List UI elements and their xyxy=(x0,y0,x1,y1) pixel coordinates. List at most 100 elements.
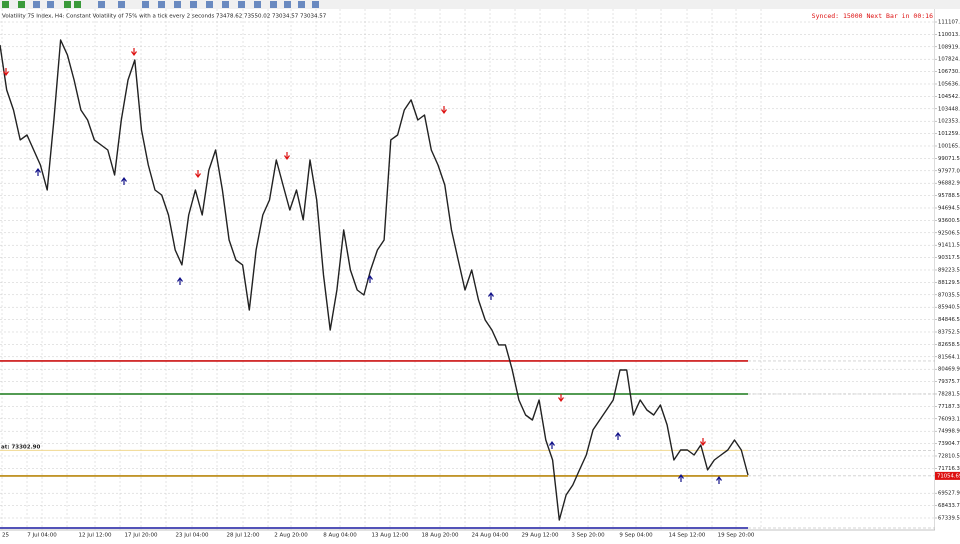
y-tick-label: 92506.50 xyxy=(938,230,960,236)
y-tick-label: 87035.50 xyxy=(938,292,960,298)
grid xyxy=(0,9,935,530)
y-tick-label: 95788.50 xyxy=(938,193,960,199)
buy-arrow xyxy=(678,473,684,482)
tool-icon[interactable] xyxy=(142,1,149,8)
current-price-tag xyxy=(935,471,960,480)
tool-icon[interactable] xyxy=(98,1,105,8)
sell-arrow xyxy=(195,170,201,179)
y-tick-label: 90317.50 xyxy=(938,255,960,261)
x-tick-label: 8 Aug 04:00 xyxy=(323,533,357,539)
x-tick-label: 3 Sep 20:00 xyxy=(571,533,605,539)
y-tick-label: 79375.70 xyxy=(938,379,960,385)
y-tick-label: 89223.50 xyxy=(938,267,960,273)
y-tick-label: 108919.5 xyxy=(938,44,960,50)
tool-icon[interactable] xyxy=(190,1,197,8)
y-tick-label: 91411.50 xyxy=(938,243,960,249)
tool-icon[interactable] xyxy=(64,1,71,8)
y-tick-label: 81564.10 xyxy=(938,354,960,360)
tool-icon[interactable] xyxy=(74,1,81,8)
y-tick-label: 96882.90 xyxy=(938,181,960,187)
y-tick-label: 77187.30 xyxy=(938,404,960,410)
x-tick-label: 29 Aug 12:00 xyxy=(521,533,559,539)
buy-arrow xyxy=(549,440,555,449)
x-tick-label: 7 Jul 04:00 xyxy=(27,533,57,539)
y-tick-label: 76093.10 xyxy=(938,416,960,422)
y-tick-label: 74998.90 xyxy=(938,429,960,435)
crosshair-label: at: 73302.90 xyxy=(1,445,41,451)
y-tick-label: 103448.5 xyxy=(938,106,960,112)
toolbar-bar xyxy=(0,0,960,9)
series xyxy=(0,39,749,521)
current-price-label: 71054.69 xyxy=(937,473,960,479)
y-tick-label: 69527.90 xyxy=(938,491,960,497)
y-tick-label: 73904.70 xyxy=(938,441,960,447)
x-tick-label: 14 Sep 12:00 xyxy=(669,533,706,539)
buy-arrow xyxy=(615,431,621,440)
toolbar xyxy=(0,0,960,9)
y-tick-label: 72810.50 xyxy=(938,453,960,459)
sell-arrow xyxy=(700,438,706,447)
tool-icon[interactable] xyxy=(174,1,181,8)
y-tick-label: 102353.5 xyxy=(938,119,960,125)
tool-icon[interactable] xyxy=(284,1,291,8)
y-tick-label: 94694.50 xyxy=(938,205,960,211)
tool-icon[interactable] xyxy=(312,1,319,8)
buy-arrow xyxy=(367,274,373,283)
y-tick-label: 84846.50 xyxy=(938,317,960,323)
y-tick-label: 97977.00 xyxy=(938,168,960,174)
buy-arrow xyxy=(177,276,183,285)
y-tick-label: 88129.50 xyxy=(938,280,960,286)
buy-arrow xyxy=(121,176,127,185)
buy-arrow xyxy=(35,167,41,176)
x-tick-label: 2 Aug 20:00 xyxy=(274,533,308,539)
tool-icon[interactable] xyxy=(270,1,277,8)
y-tick-label: 110013.5 xyxy=(938,32,960,38)
y-tick-label: 93600.50 xyxy=(938,218,960,224)
x-tick-label: 18 Aug 20:00 xyxy=(421,533,459,539)
sell-arrow xyxy=(131,48,137,57)
tool-icon[interactable] xyxy=(298,1,305,8)
y-tick-label: 105636.5 xyxy=(938,81,960,87)
x-tick-label: 13 Aug 12:00 xyxy=(371,533,409,539)
y-tick-label: 104542.5 xyxy=(938,94,960,100)
y-tick-label: 67339.50 xyxy=(938,515,960,521)
x-tick-label: 23 Jul 04:00 xyxy=(176,533,209,539)
y-tick-label: 71716.30 xyxy=(938,466,960,472)
chart-title: Volatility 75 Index, H4: Constant Volati… xyxy=(2,14,327,20)
tool-icon[interactable] xyxy=(238,1,245,8)
x-tick-label: 9 Sep 04:00 xyxy=(619,533,653,539)
tool-icon[interactable] xyxy=(254,1,261,8)
tool-icon[interactable] xyxy=(2,1,9,8)
y-tick-label: 80469.90 xyxy=(938,367,960,373)
y-tick-label: 85940.50 xyxy=(938,305,960,311)
y-tick-label: 82658.50 xyxy=(938,342,960,348)
y-tick-label: 111107.5 xyxy=(938,20,960,26)
y-tick-label: 107824.5 xyxy=(938,57,960,63)
y-tick-label: 83752.50 xyxy=(938,329,960,335)
tool-icon[interactable] xyxy=(158,1,165,8)
tool-icon[interactable] xyxy=(47,1,54,8)
axes: 111107.5 110013.5 108919.5 107824.5 106730.5… xyxy=(2,20,960,539)
tool-icon[interactable] xyxy=(222,1,229,8)
sell-arrow xyxy=(284,152,290,161)
tool-icon[interactable] xyxy=(18,1,25,8)
tool-icon[interactable] xyxy=(206,1,213,8)
y-tick-label: 68433.70 xyxy=(938,503,960,509)
levels xyxy=(0,360,935,529)
sync-status: Synced: 15000 Next Bar in 00:16 xyxy=(812,12,933,20)
y-tick-label: 99071.50 xyxy=(938,156,960,162)
x-tick-label: 17 Jul 20:00 xyxy=(125,533,158,539)
buy-arrow xyxy=(488,291,494,300)
tool-icon[interactable] xyxy=(33,1,40,8)
sell-arrow xyxy=(441,106,447,115)
x-tick-label: 28 Jul 12:00 xyxy=(227,533,260,539)
x-tick-label: 12 Jul 12:00 xyxy=(79,533,112,539)
y-tick-label: 100165.5 xyxy=(938,143,960,149)
sell-arrow xyxy=(558,394,564,403)
y-tick-label: 106730.5 xyxy=(938,69,960,75)
tool-icon[interactable] xyxy=(118,1,125,8)
buy-arrow xyxy=(716,475,722,484)
signal-arrows xyxy=(3,48,722,484)
y-tick-label: 101259.5 xyxy=(938,131,960,137)
